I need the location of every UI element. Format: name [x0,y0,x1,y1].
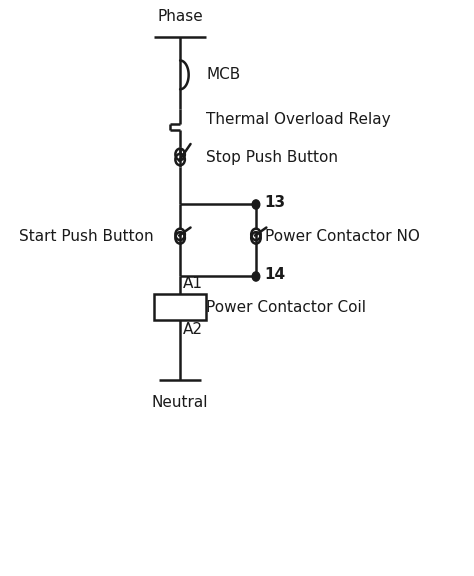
Bar [154,294,206,320]
Circle shape [252,272,260,281]
Text: A2: A2 [182,322,202,337]
Text: 14: 14 [264,267,286,282]
Text: 13: 13 [264,195,286,210]
Text: MCB: MCB [206,67,240,82]
Text: Start Push Button: Start Push Button [19,229,154,244]
Text: Thermal Overload Relay: Thermal Overload Relay [206,112,391,127]
Text: Power Contactor NO: Power Contactor NO [265,229,420,244]
Circle shape [252,200,260,209]
Text: Power Contactor Coil: Power Contactor Coil [206,300,366,314]
Text: Stop Push Button: Stop Push Button [206,150,338,165]
Text: Neutral: Neutral [152,395,209,410]
Text: A1: A1 [182,276,202,291]
Text: Phase: Phase [157,9,203,24]
